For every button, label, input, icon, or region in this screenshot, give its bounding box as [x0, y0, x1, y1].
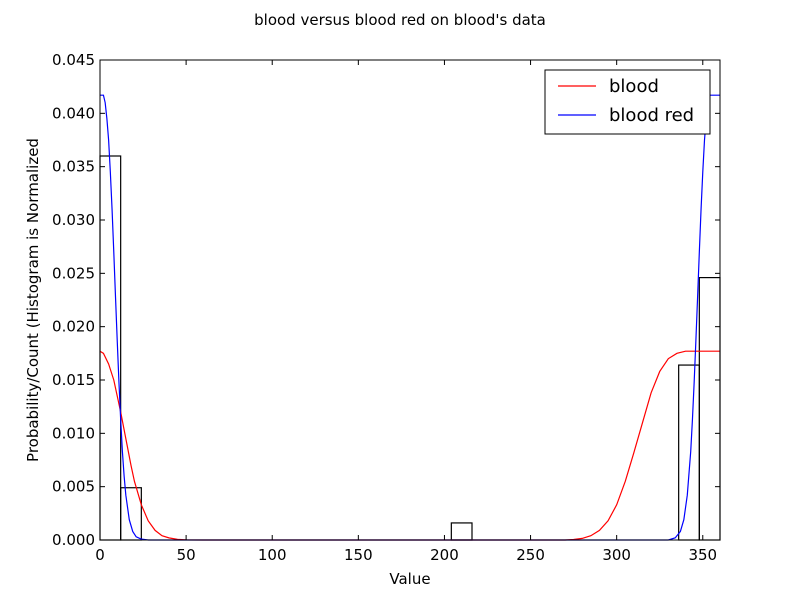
x-tick-label: 150	[344, 546, 373, 564]
y-tick-label: 0.040	[52, 104, 95, 122]
x-tick-label: 0	[95, 546, 105, 564]
x-axis-label: Value	[389, 570, 430, 588]
series-line-blood	[99, 350, 720, 541]
legend: blood blood red	[544, 69, 711, 135]
x-tick-label: 250	[516, 546, 545, 564]
y-tick-label: 0.030	[52, 211, 95, 229]
y-tick-label: 0.015	[52, 371, 95, 389]
histogram-bar	[450, 522, 473, 541]
x-tick-label: 200	[430, 546, 459, 564]
chart-title: blood versus blood red on blood's data	[254, 11, 546, 29]
legend-box	[544, 69, 711, 135]
x-tick-label: 350	[688, 546, 717, 564]
histogram-layer	[99, 155, 721, 541]
y-tick-label: 0.025	[52, 264, 95, 282]
y-tick-label: 0.020	[52, 318, 95, 336]
x-axis-ticks: 0 50 100 150 200 250 300 350	[95, 60, 717, 564]
y-tick-label: 0.035	[52, 158, 95, 176]
series-line-blood-red	[100, 94, 720, 541]
x-tick-label: 50	[177, 546, 196, 564]
y-tick-label: 0.010	[52, 424, 95, 442]
plot-frame	[99, 59, 721, 541]
y-tick-label: 0.005	[52, 478, 95, 496]
y-axis-label: Probability/Count (Histogram is Normaliz…	[24, 138, 42, 462]
y-tick-label: 0.000	[52, 531, 95, 549]
legend-label-blood-red: blood red	[609, 105, 694, 126]
legend-label-blood: blood	[609, 76, 659, 97]
y-tick-label: 0.045	[52, 51, 95, 69]
x-tick-label: 100	[258, 546, 287, 564]
histogram-bar	[678, 364, 700, 541]
y-axis-ticks: 0.000 0.005 0.010 0.015 0.020 0.025 0.030 0.035…	[52, 51, 720, 549]
histogram-bar	[698, 277, 721, 541]
x-tick-label: 300	[602, 546, 631, 564]
series-lines-layer	[99, 94, 720, 541]
